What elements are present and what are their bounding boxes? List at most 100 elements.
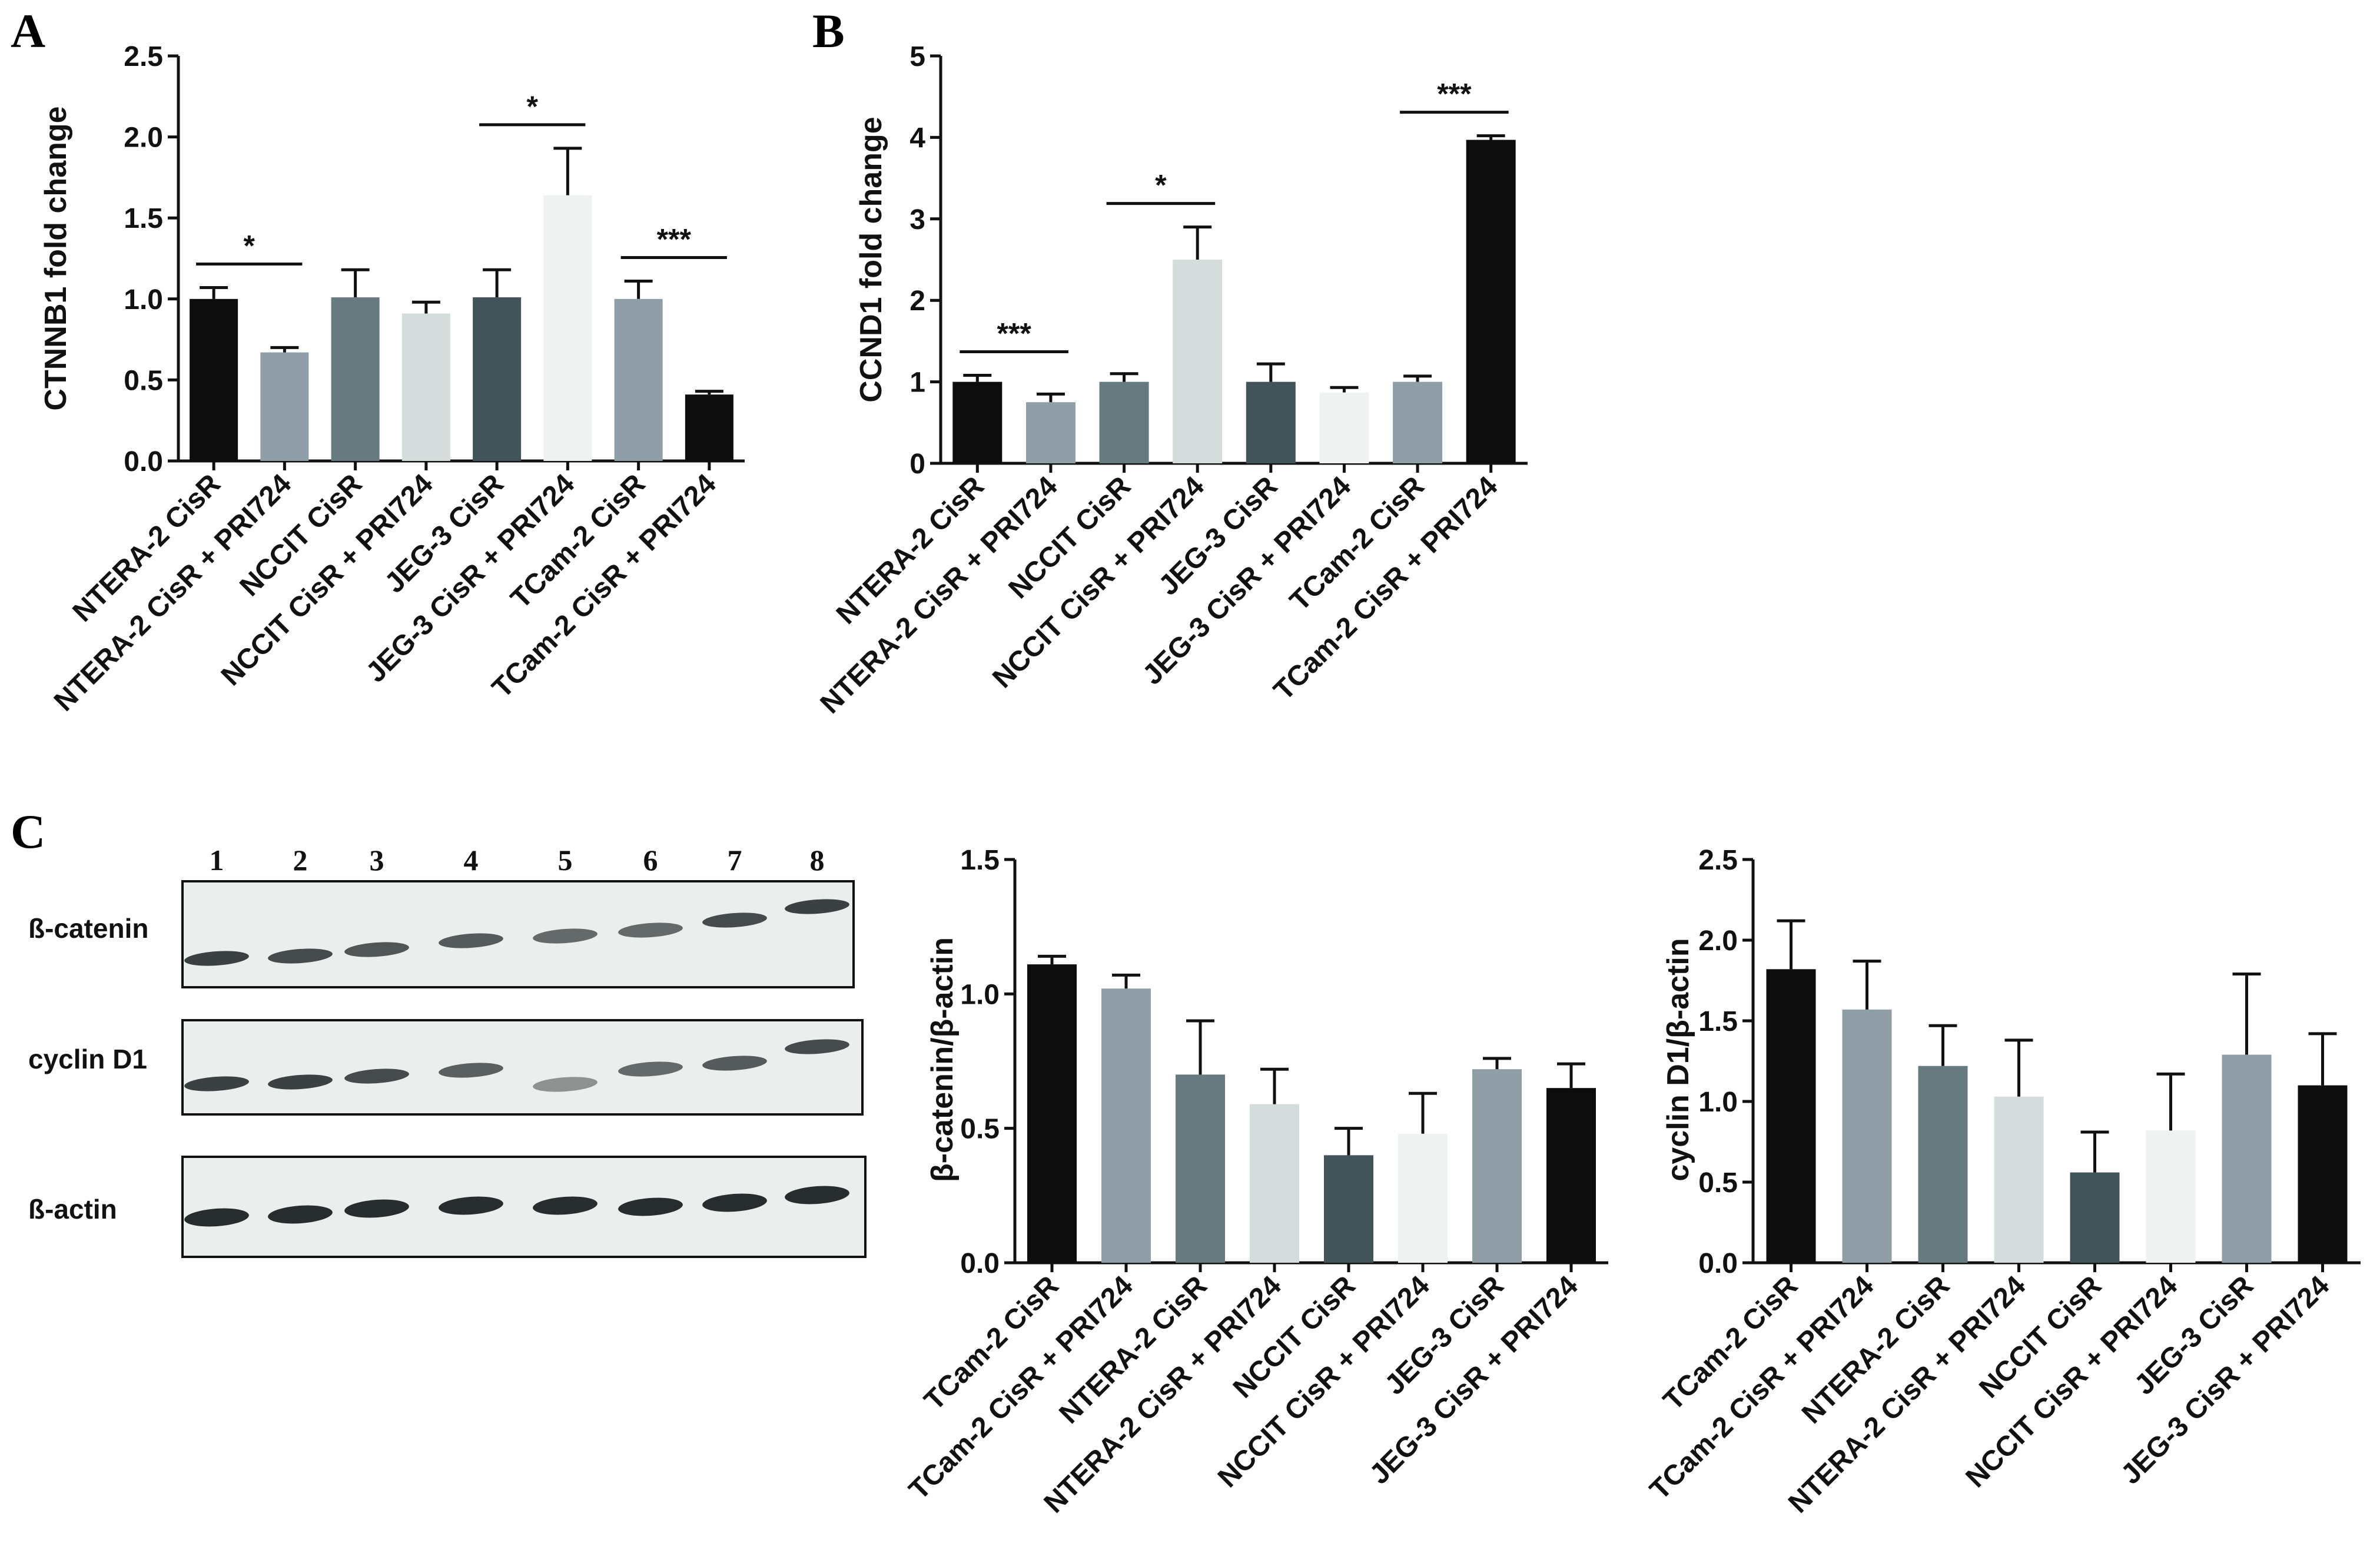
blot-band: [268, 1074, 333, 1090]
bar: [1099, 381, 1149, 463]
y-axis-label: cyclin D1/β-actin: [1661, 938, 1695, 1181]
blot-row-label: cyclin D1: [28, 1044, 147, 1074]
bar: [1324, 1155, 1373, 1263]
y-tick-label: 4: [909, 122, 925, 154]
bar: [331, 297, 380, 461]
y-axis-label: CCND1 fold change: [854, 117, 888, 402]
bar: [2146, 1130, 2196, 1263]
bar: [1246, 381, 1296, 463]
blot-band: [439, 1063, 503, 1078]
bar: [1466, 140, 1516, 463]
y-tick-label: 5: [909, 41, 925, 72]
panel-label-a: A: [11, 4, 45, 58]
blot-row-label: ß-catenin: [28, 913, 148, 944]
y-tick-label: 2.0: [124, 122, 163, 154]
blot-band: [439, 1196, 503, 1215]
blot-band: [785, 899, 849, 914]
blot-band: [344, 1199, 409, 1218]
y-tick-label: 2.0: [1698, 925, 1738, 957]
y-tick-label: 1.0: [1698, 1087, 1738, 1118]
bar: [1842, 1009, 1892, 1263]
bar: [1472, 1069, 1522, 1263]
significance-label: *: [1155, 169, 1167, 202]
blot-row-label: ß-actin: [28, 1194, 117, 1224]
y-axis-label: CTNNB1 fold change: [39, 106, 73, 410]
panel-label-c: C: [11, 805, 45, 858]
lane-number: 4: [464, 844, 479, 877]
bar: [543, 195, 592, 461]
blot-band: [439, 933, 503, 948]
y-tick-label: 0.0: [1698, 1248, 1738, 1279]
blot-band: [702, 912, 767, 928]
blot-band: [785, 1186, 849, 1204]
bar: [1176, 1074, 1225, 1263]
blot-band: [344, 1068, 409, 1084]
panel-label-b: B: [812, 4, 845, 58]
y-tick-label: 0.0: [960, 1248, 1000, 1279]
blot-band: [533, 1077, 598, 1092]
blot-band: [268, 948, 333, 964]
lane-number: 7: [728, 844, 742, 877]
blot-band: [702, 1193, 767, 1212]
blot-membrane: [181, 880, 855, 988]
lane-number: 2: [293, 844, 308, 877]
bar: [1250, 1104, 1299, 1263]
y-tick-label: 0.5: [960, 1114, 1000, 1145]
blot-band: [184, 951, 249, 966]
significance-label: *: [527, 90, 539, 123]
bar: [952, 381, 1003, 463]
significance-label: *: [244, 230, 255, 263]
significance-label: ***: [1437, 78, 1472, 111]
bar: [1994, 1096, 2044, 1263]
bar: [1766, 969, 1816, 1263]
blot-membrane: [181, 1156, 867, 1258]
y-tick-label: 2.5: [124, 41, 163, 72]
bar: [1393, 381, 1443, 463]
bar: [685, 394, 733, 461]
blot-band: [618, 922, 683, 938]
bar: [401, 313, 450, 461]
y-axis-label: β-catenin/β-actin: [925, 937, 960, 1182]
y-tick-label: 1.5: [960, 845, 1000, 876]
y-tick-label: 1.0: [960, 979, 1000, 1010]
lane-number: 1: [210, 844, 224, 877]
blot-band: [184, 1076, 249, 1091]
blot-band: [533, 928, 598, 944]
bar: [260, 352, 309, 461]
bar: [1398, 1133, 1448, 1263]
blot-band: [268, 1205, 333, 1224]
y-tick-label: 0.0: [124, 446, 163, 477]
blot-band: [618, 1061, 683, 1077]
blot-band: [533, 1196, 598, 1215]
y-tick-label: 1: [909, 367, 925, 399]
bar: [1173, 260, 1223, 463]
y-tick-label: 2.5: [1698, 845, 1738, 876]
significance-label: ***: [997, 317, 1031, 350]
blot-band: [184, 1208, 249, 1227]
y-tick-label: 0.5: [1698, 1167, 1738, 1199]
y-tick-label: 1.5: [124, 203, 163, 234]
bar: [1918, 1066, 1968, 1263]
bar: [2070, 1172, 2120, 1263]
y-tick-label: 1.5: [1698, 1006, 1738, 1037]
bar: [473, 297, 522, 461]
lane-number: 6: [643, 844, 658, 877]
lane-number: 3: [370, 844, 384, 877]
y-tick-label: 2: [909, 286, 925, 317]
y-tick-label: 1.0: [124, 284, 163, 316]
bar: [1025, 402, 1076, 463]
western-blot: 1 2 3 4 5 6 7 8 ß-catenin cyclin D1 ß-actin: [28, 844, 867, 1258]
blot-band: [702, 1056, 767, 1071]
bar: [1319, 392, 1369, 463]
blot-band: [618, 1197, 683, 1216]
y-tick-label: 3: [909, 204, 925, 235]
bar: [2222, 1054, 2272, 1263]
y-tick-label: 0: [909, 449, 925, 480]
lane-number: 8: [810, 844, 825, 877]
bar: [2298, 1085, 2348, 1263]
bar: [1027, 964, 1077, 1263]
blot-band: [344, 942, 409, 957]
lane-number: 5: [558, 844, 573, 877]
bar: [614, 298, 663, 461]
